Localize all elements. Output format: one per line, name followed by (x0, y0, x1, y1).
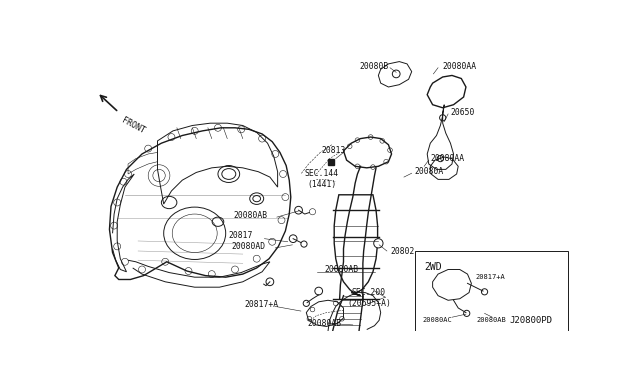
Text: 20817: 20817 (229, 231, 253, 240)
Circle shape (374, 239, 383, 248)
Circle shape (303, 300, 309, 307)
Circle shape (315, 287, 323, 295)
Text: 20080AC: 20080AC (422, 317, 452, 323)
Text: 2WD: 2WD (424, 262, 442, 272)
Text: SEC.200: SEC.200 (351, 288, 385, 297)
Circle shape (481, 289, 488, 295)
Text: SEC.144: SEC.144 (305, 170, 339, 179)
Text: 20080A: 20080A (415, 167, 444, 176)
Text: 20080AB: 20080AB (234, 211, 268, 220)
Text: 20813: 20813 (322, 147, 346, 155)
Circle shape (294, 206, 303, 214)
Text: 20080AD: 20080AD (232, 242, 266, 251)
Circle shape (463, 310, 470, 317)
Text: 20080B: 20080B (359, 62, 388, 71)
Text: 20080AB: 20080AB (308, 319, 342, 328)
Text: FRONT: FRONT (120, 115, 147, 135)
Circle shape (309, 209, 316, 215)
Text: 20080AB: 20080AB (477, 317, 506, 323)
Circle shape (289, 235, 297, 243)
Bar (415, 251, 568, 342)
Text: 20802: 20802 (390, 247, 414, 256)
Text: (1441): (1441) (308, 180, 337, 189)
Text: 20650: 20650 (451, 108, 475, 117)
Text: (20695+A): (20695+A) (348, 299, 391, 308)
Text: 20817+A: 20817+A (244, 301, 278, 310)
Text: 20080AA: 20080AA (443, 62, 477, 71)
Circle shape (266, 278, 274, 286)
Text: 20080AA: 20080AA (430, 154, 465, 163)
Bar (328, 158, 334, 165)
Text: J20800PD: J20800PD (509, 316, 552, 325)
Text: 20817+A: 20817+A (476, 274, 505, 280)
Text: 20080AB: 20080AB (325, 265, 359, 274)
Circle shape (301, 241, 307, 247)
